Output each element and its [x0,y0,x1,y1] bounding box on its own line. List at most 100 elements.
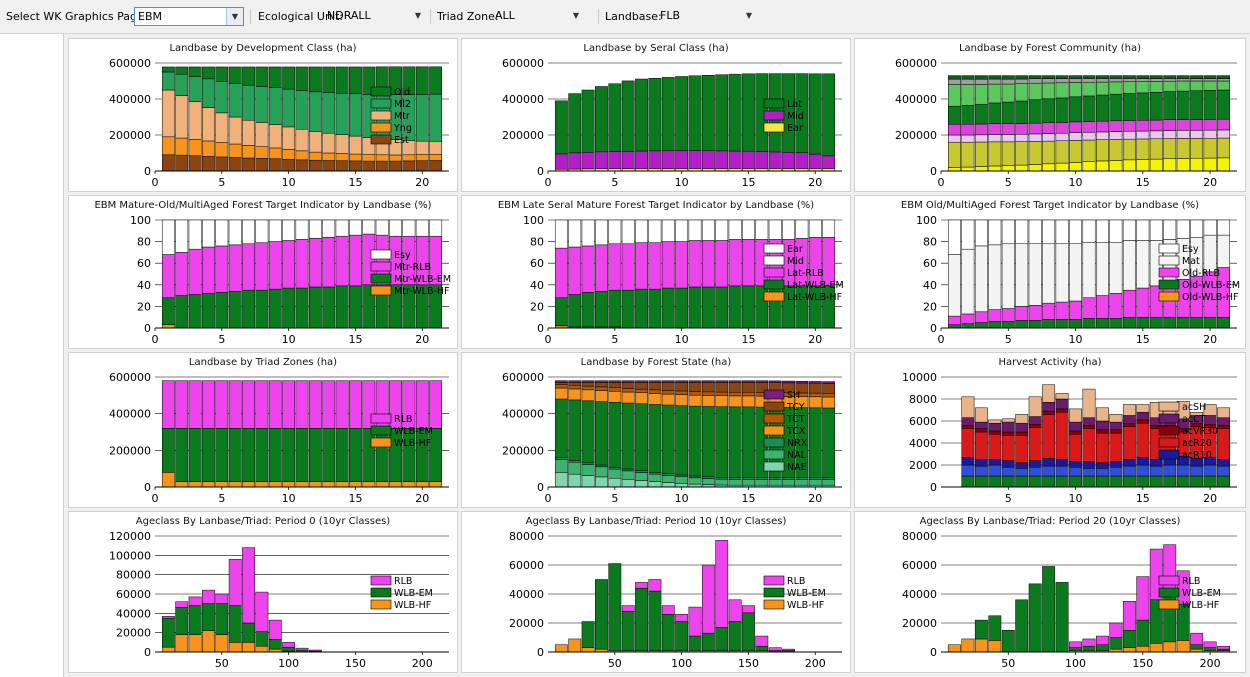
chevron-down-icon[interactable]: ▼ [414,11,422,20]
bar-segment [701,380,715,383]
bar-segment [661,287,675,329]
bar-segment [349,160,362,172]
toolbar: Select WK Graphics Page: EBM ▼ Ecologica… [0,0,1250,34]
x-tick-label: 5 [1005,333,1012,346]
bar-segment [175,219,189,253]
bar-segment [255,380,269,429]
legend-label: WLB-EM [787,588,826,599]
y-tick-label: 100 [130,214,151,227]
bar-segment [1015,75,1029,80]
chevron-down-icon[interactable]: ▼ [226,8,243,25]
bar-segment [728,391,742,397]
bar-segment [1082,132,1096,141]
bar-segment [1069,408,1082,423]
bar-segment [661,219,675,242]
chevron-down-icon[interactable]: ▼ [745,11,753,20]
bar-segment [782,380,795,384]
chevron-down-icon[interactable]: ▼ [572,11,580,20]
bar-segment [715,74,729,152]
bar-segment [1069,121,1082,133]
bar-segment [188,294,202,329]
bar-segment [1096,420,1109,431]
legend-label: Yng [393,123,412,134]
bar-segment [621,402,635,470]
bar-segment [1203,119,1217,131]
eco-unit-select[interactable]: NDRALL ▼ [324,7,424,26]
bar-segment [782,152,795,169]
bar-segment [215,156,229,172]
bar-segment [1176,464,1190,477]
legend-swatch [763,122,785,133]
bar-segment [1122,630,1136,648]
legend-swatch [1158,401,1180,412]
bar-segment [1001,435,1015,461]
legend-label: WLB-HF [1182,600,1219,611]
legend-swatch [763,413,785,424]
legend-swatch [763,267,785,278]
bar-segment [228,481,242,488]
bar-segment [429,219,443,237]
bar-segment [974,428,988,433]
bar-segment [1069,641,1082,648]
bar-segment [568,473,582,488]
bar-segment [974,245,988,313]
legend-swatch [763,449,785,460]
legend-label: Old-WLB-HF [1182,292,1238,303]
x-tick-label: 10 [675,492,689,505]
bar-segment [635,470,648,473]
legend-swatch [763,389,785,400]
bar-segment [1136,645,1150,653]
bar-segment [1001,123,1015,135]
bar-segment [742,391,755,397]
x-tick-label: 100 [1065,657,1086,670]
bar-segment [581,462,595,465]
y-tick-label: 0 [537,481,544,494]
bar-segment [961,457,975,466]
bar-segment [322,237,336,288]
y-tick-label: 60000 [902,559,937,572]
bar-segment [728,406,742,478]
bar-segment [988,219,1002,246]
bar-segment [974,141,988,167]
bar-segment [1042,133,1056,142]
bar-segment [1163,119,1177,131]
legend-swatch [1158,437,1180,448]
bar-segment [322,380,336,429]
bar-segment [554,644,568,653]
bar-segment [1136,78,1150,82]
landbase-select[interactable]: FLB ▼ [657,7,767,26]
legend-swatch [370,273,392,284]
bar-segment [202,78,215,108]
bar-segment [661,241,675,289]
y-tick-label: 2000 [909,459,937,472]
legend-label: Mtr [394,111,410,122]
page-select[interactable]: EBM ▼ [134,7,244,26]
bar-segment [1163,641,1177,653]
bar-segment [1109,637,1123,650]
bar-segment [595,219,608,246]
bar-segment [1122,159,1136,172]
bar-segment [568,462,582,475]
bar-segment [228,428,242,482]
chart-panel-late-seral-indicator: EBM Late Seral Mature Forest Target Indi… [461,195,851,349]
bar-segment [701,240,715,288]
bar-segment [1055,97,1069,123]
bar-segment [795,477,809,480]
bar-segment [268,158,282,172]
bar-segment [1055,411,1069,460]
chart-panel-ageclass-p0: Ageclass By Lanbase/Triad: Period 0 (10y… [68,511,458,673]
bar-segment [202,219,215,248]
y-tick-label: 0 [930,481,937,494]
y-tick-label: 600000 [109,57,151,70]
bar-segment [961,166,975,172]
bar-segment [742,239,755,287]
triad-zone-select[interactable]: ALL ▼ [492,7,592,26]
bar-segment [349,66,362,95]
bar-segment [948,315,961,326]
y-tick-label: 200000 [109,129,151,142]
bar-segment [1042,243,1056,304]
y-tick-label: 40 [137,279,151,292]
bar-segment [1055,393,1069,400]
bar-segment [621,382,635,389]
x-tick-label: 20 [415,333,429,346]
